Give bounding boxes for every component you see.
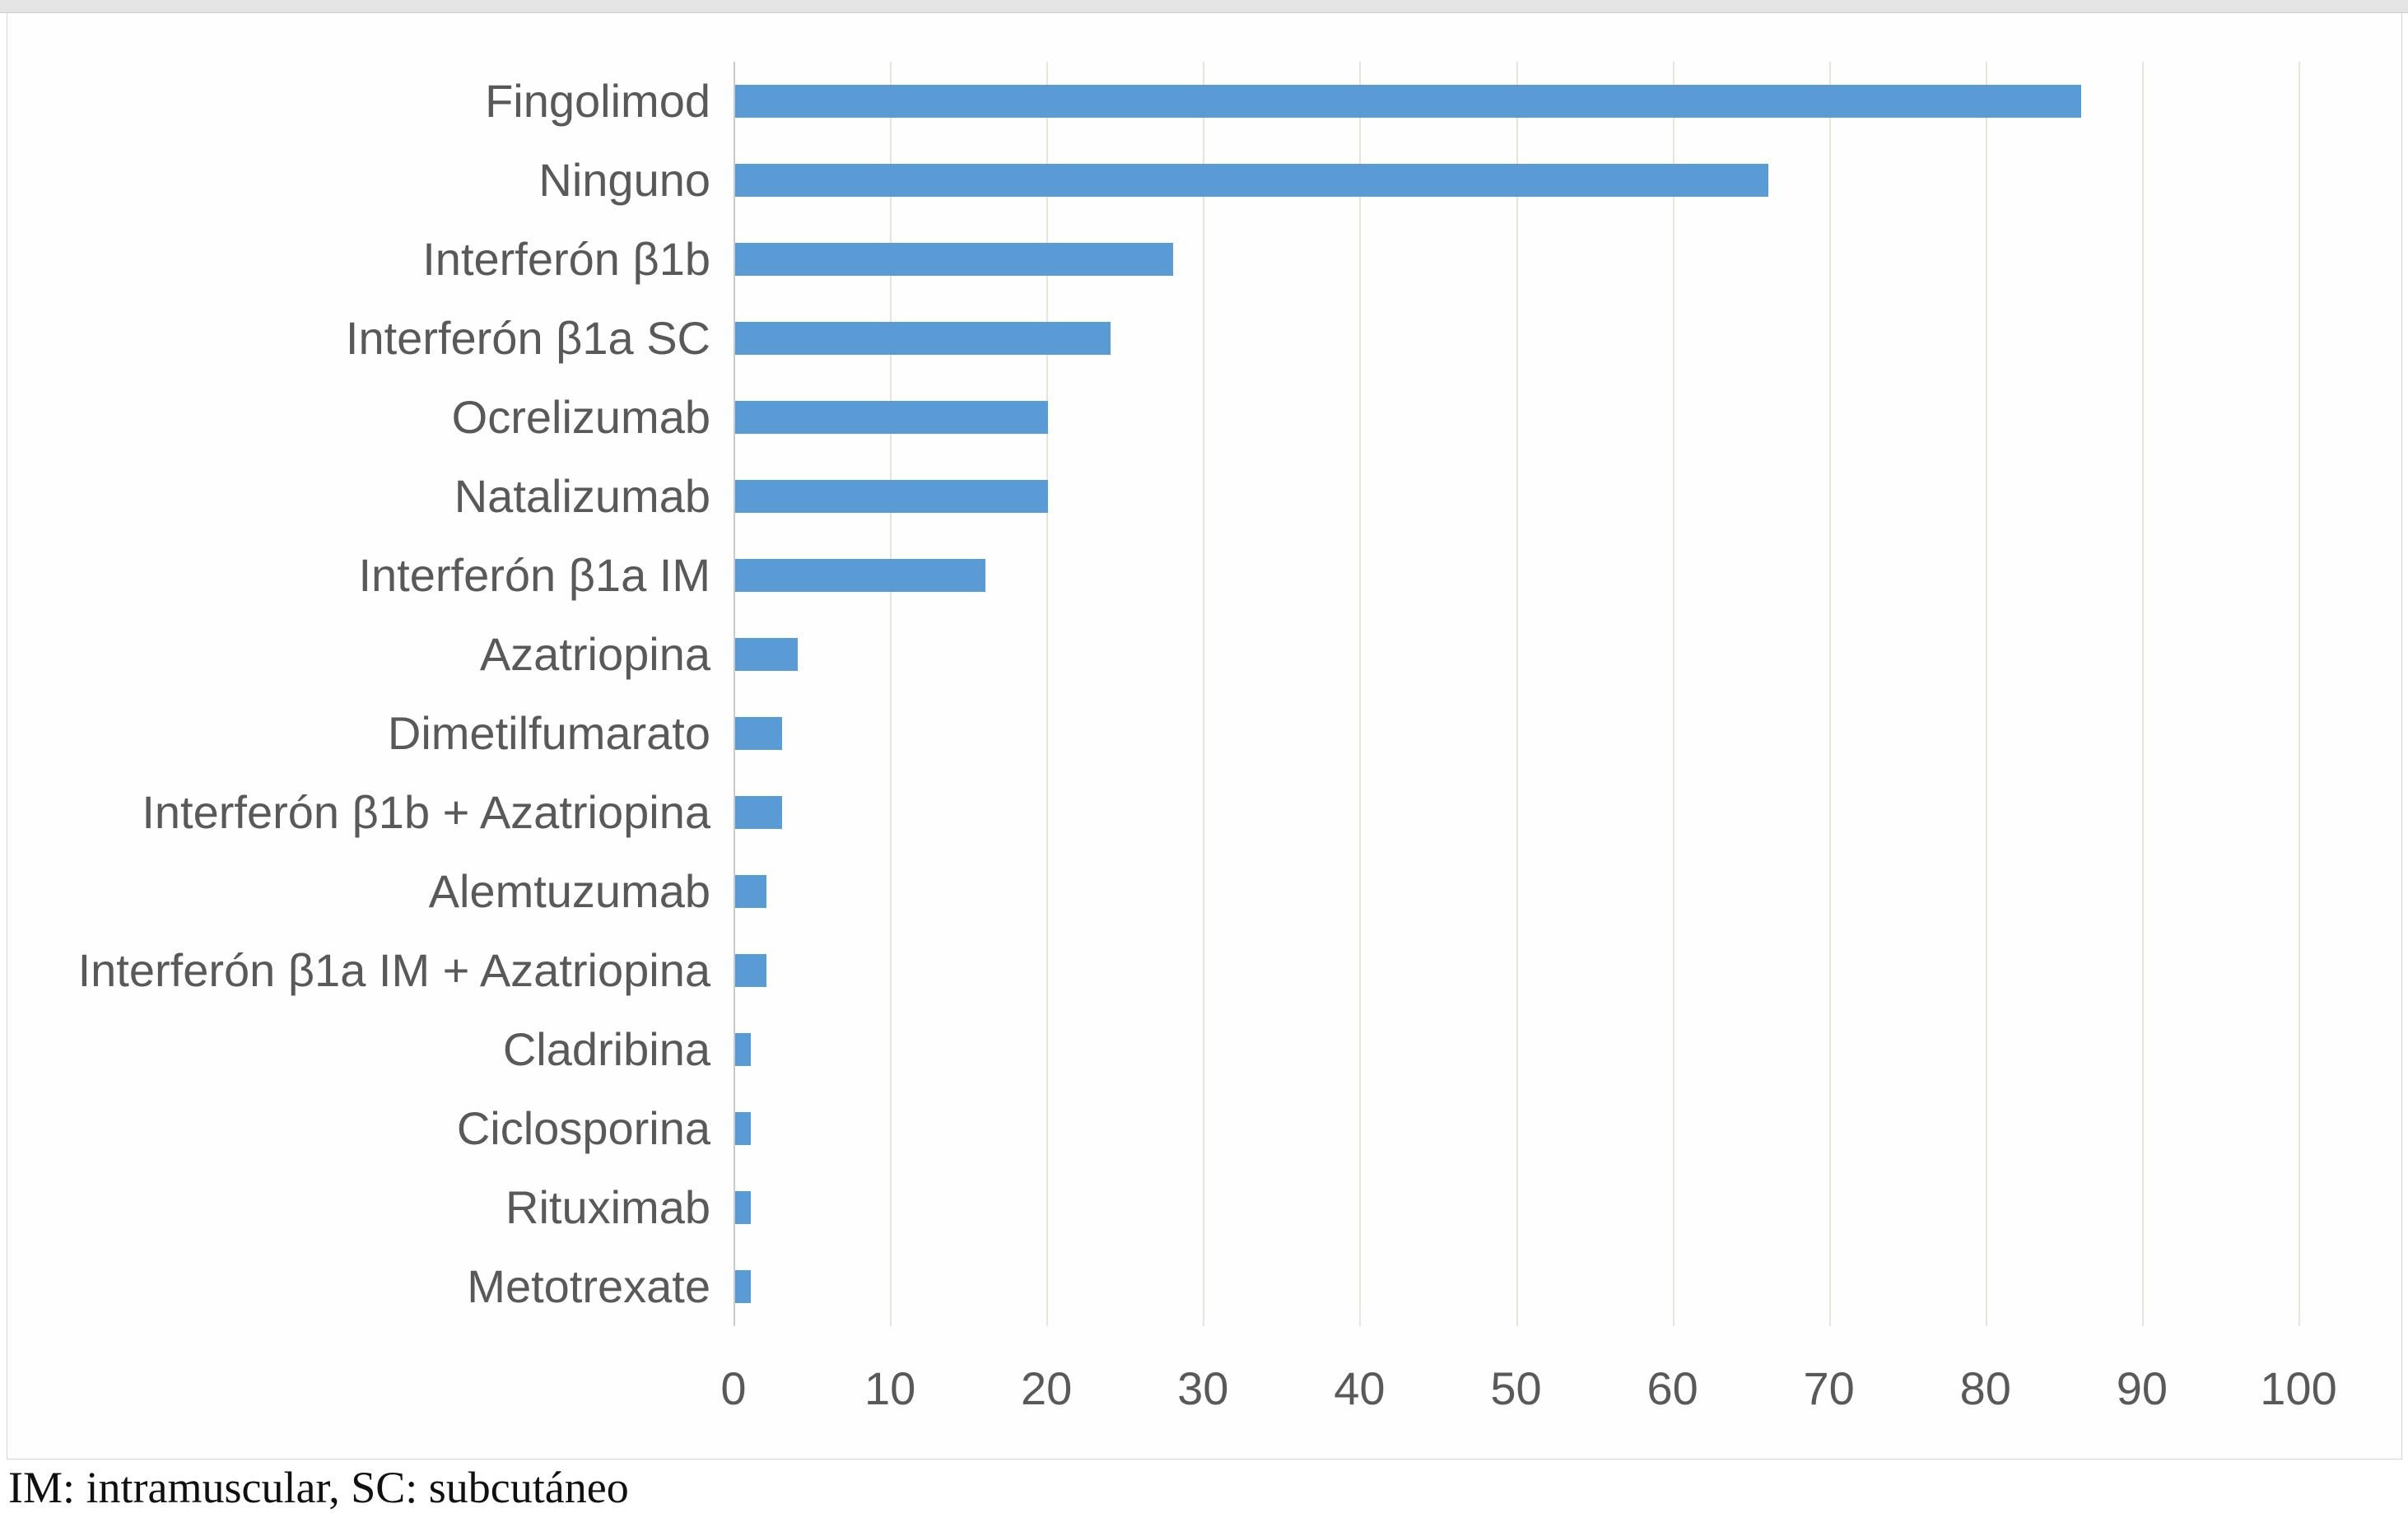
x-tick-label-60: 60 <box>1646 1362 1698 1414</box>
category-label: Metotrexate <box>467 1260 710 1312</box>
gridline-x-80 <box>1985 62 1987 1326</box>
bar-row <box>734 1010 2299 1089</box>
gridline-x-20 <box>1046 62 1049 1326</box>
bar-row <box>734 220 2299 299</box>
category-label: Ninguno <box>538 154 710 206</box>
bar-fingolimod <box>735 85 2081 118</box>
bar-row <box>734 299 2299 378</box>
bar-natalizumab <box>735 480 1049 513</box>
x-tick-label-70: 70 <box>1803 1362 1855 1414</box>
bar-rituximab <box>735 1191 751 1224</box>
bar-ninguno <box>735 164 1768 197</box>
category-label: Interferón β1a IM + Azatriopina <box>77 944 710 996</box>
bar-azatriopina <box>735 638 799 671</box>
category-label: Ciclosporina <box>456 1102 710 1154</box>
category-label: Cladribina <box>502 1023 710 1075</box>
gridline-x-40 <box>1359 62 1362 1326</box>
category-label: Azatriopina <box>479 628 710 680</box>
category-label: Interferón β1b <box>422 233 710 285</box>
gridline-x-100 <box>2299 62 2300 1326</box>
category-label: Rituximab <box>505 1181 710 1233</box>
bar-row <box>734 694 2299 773</box>
x-tick-label-50: 50 <box>1490 1362 1542 1414</box>
category-label: Interferón β1a SC <box>345 312 710 364</box>
x-tick-label-0: 0 <box>720 1362 747 1414</box>
bar-row <box>734 1168 2299 1247</box>
bar-metotrexate <box>735 1270 751 1303</box>
bar-row <box>734 931 2299 1010</box>
window-top-strip <box>0 0 2408 13</box>
category-label: Fingolimod <box>485 75 710 127</box>
gridline-x-50 <box>1516 62 1518 1326</box>
gridline-x-90 <box>2141 62 2144 1326</box>
gridline-x-30 <box>1203 62 1205 1326</box>
bar-interfer-n-1b-azatriopina <box>735 796 783 829</box>
category-label: Alemtuzumab <box>428 865 710 917</box>
bar-interfer-n-1a-im-azatriopina <box>735 954 767 987</box>
category-axis-labels: Fingolimod Ninguno Interferón β1b Interferó… <box>7 62 710 1326</box>
x-tick-label-90: 90 <box>2116 1362 2168 1414</box>
x-tick-label-80: 80 <box>1959 1362 2011 1414</box>
y-axis-line <box>734 62 735 1326</box>
bar-row <box>734 1247 2299 1326</box>
category-label: Dimetilfumarato <box>387 707 710 759</box>
bar-alemtuzumab <box>735 875 767 908</box>
category-label: Interferón β1a IM <box>358 549 710 601</box>
bar-row <box>734 62 2299 141</box>
category-label: Ocrelizumab <box>451 391 710 443</box>
bar-row <box>734 141 2299 220</box>
category-label: Interferón β1b + Azatriopina <box>142 786 710 838</box>
bar-dimetilfumarato <box>735 717 783 750</box>
x-tick-label-40: 40 <box>1334 1362 1386 1414</box>
bar-interfer-n-1a-im <box>735 559 986 592</box>
gridline-x-70 <box>1828 62 1831 1326</box>
bar-row <box>734 852 2299 931</box>
bar-chart-figure: Fingolimod Ninguno Interferón β1b Interferó… <box>7 13 2402 1459</box>
bar-row <box>734 773 2299 852</box>
bar-row <box>734 378 2299 457</box>
bar-ocrelizumab <box>735 401 1049 434</box>
x-tick-label-20: 20 <box>1021 1362 1073 1414</box>
bar-ciclosporina <box>735 1112 751 1145</box>
gridline-x-60 <box>1672 62 1674 1326</box>
x-tick-label-30: 30 <box>1177 1362 1229 1414</box>
bar-cladribina <box>735 1033 751 1066</box>
gridline-x-10 <box>890 62 892 1326</box>
bar-row <box>734 1089 2299 1168</box>
x-tick-label-10: 10 <box>864 1362 916 1414</box>
bar-row <box>734 615 2299 694</box>
bar-interfer-n-1b <box>735 243 1174 276</box>
bar-row <box>734 457 2299 536</box>
bar-row <box>734 536 2299 615</box>
plot-area <box>734 62 2300 1326</box>
category-label: Natalizumab <box>454 470 710 522</box>
bar-interfer-n-1a-sc <box>735 322 1111 355</box>
footnote-abbreviations: IM: intramuscular, SC: subcutáneo <box>8 1463 629 1512</box>
x-tick-label-100: 100 <box>2260 1362 2337 1414</box>
